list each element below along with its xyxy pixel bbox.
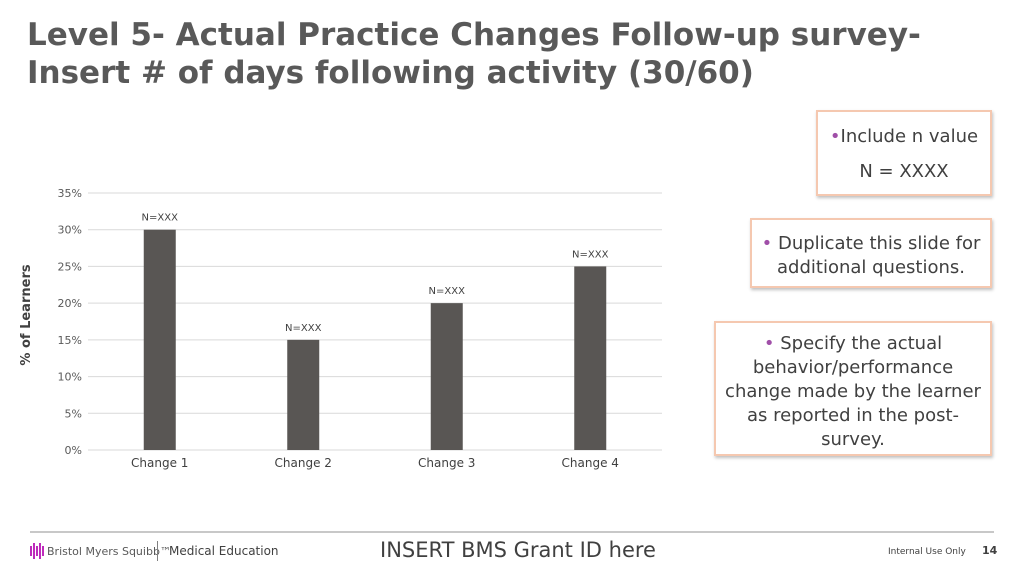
duplicate-slide-note: • Duplicate this slide for additional qu… bbox=[750, 218, 992, 288]
chart-gridlines bbox=[88, 192, 662, 451]
y-tick-label: 5% bbox=[65, 407, 82, 420]
y-axis-label: % of Learners bbox=[19, 264, 34, 365]
chart-data-labels: N=XXX N=XXX N=XXX N=XXX bbox=[142, 213, 609, 334]
page-number: 14 bbox=[982, 544, 998, 557]
classification-label: Internal Use Only bbox=[888, 547, 966, 557]
bullet-icon: • bbox=[829, 126, 841, 147]
bar-chart: 0%5%10%15%20%25%30%35% N=XXXN=XXXN=XXXN=… bbox=[19, 187, 662, 470]
n-value-instruction: Include n value bbox=[840, 126, 979, 147]
y-tick-label: 20% bbox=[58, 297, 82, 310]
bar-4 bbox=[574, 266, 607, 450]
chart-bars bbox=[143, 229, 607, 450]
y-tick-label: 25% bbox=[58, 260, 82, 273]
bms-logo: Bristol Myers Squibb™ bbox=[30, 542, 171, 560]
department-label: Medical Education bbox=[169, 544, 279, 558]
data-label: N=XXX bbox=[142, 213, 179, 224]
y-tick-label: 35% bbox=[58, 187, 82, 200]
slide-title: Level 5- Actual Practice Changes Follow-… bbox=[27, 17, 921, 91]
bms-logo-icon bbox=[30, 543, 44, 559]
x-tick-label: Change 3 bbox=[418, 456, 475, 470]
n-value-note: •Include n value N = XXXX bbox=[816, 110, 992, 196]
logo-divider bbox=[157, 541, 158, 561]
x-tick-label: Change 4 bbox=[562, 456, 619, 470]
y-tick-label: 30% bbox=[58, 224, 82, 237]
specify-change-note: • Specify the actual behavior/performanc… bbox=[714, 321, 992, 456]
chart-x-tick-labels: Change 1 Change 2 Change 3 Change 4 bbox=[131, 456, 619, 470]
x-tick-label: Change 1 bbox=[131, 456, 188, 470]
data-label: N=XXX bbox=[572, 249, 609, 260]
footer-divider bbox=[30, 531, 994, 533]
duplicate-slide-text: Duplicate this slide for additional ques… bbox=[777, 233, 981, 278]
specify-change-text: Specify the actual behavior/performance … bbox=[725, 333, 981, 450]
bullet-icon: • bbox=[761, 233, 773, 254]
y-tick-label: 0% bbox=[65, 444, 82, 457]
y-tick-label: 10% bbox=[58, 371, 82, 384]
data-label: N=XXX bbox=[285, 323, 322, 334]
x-tick-label: Change 2 bbox=[275, 456, 332, 470]
y-tick-label: 15% bbox=[58, 334, 82, 347]
logo-wordmark: Bristol Myers Squibb™ bbox=[47, 544, 171, 558]
n-value-placeholder: N = XXXX bbox=[859, 161, 949, 182]
bar-1 bbox=[143, 229, 176, 450]
bar-3 bbox=[430, 303, 463, 450]
data-label: N=XXX bbox=[429, 286, 466, 297]
grant-id-placeholder: INSERT BMS Grant ID here bbox=[380, 538, 656, 562]
bar-2 bbox=[287, 339, 320, 450]
chart-y-tick-labels: 0% 5% 10% 15% 20% 25% 30% 35% bbox=[58, 187, 82, 457]
bullet-icon: • bbox=[763, 333, 775, 354]
